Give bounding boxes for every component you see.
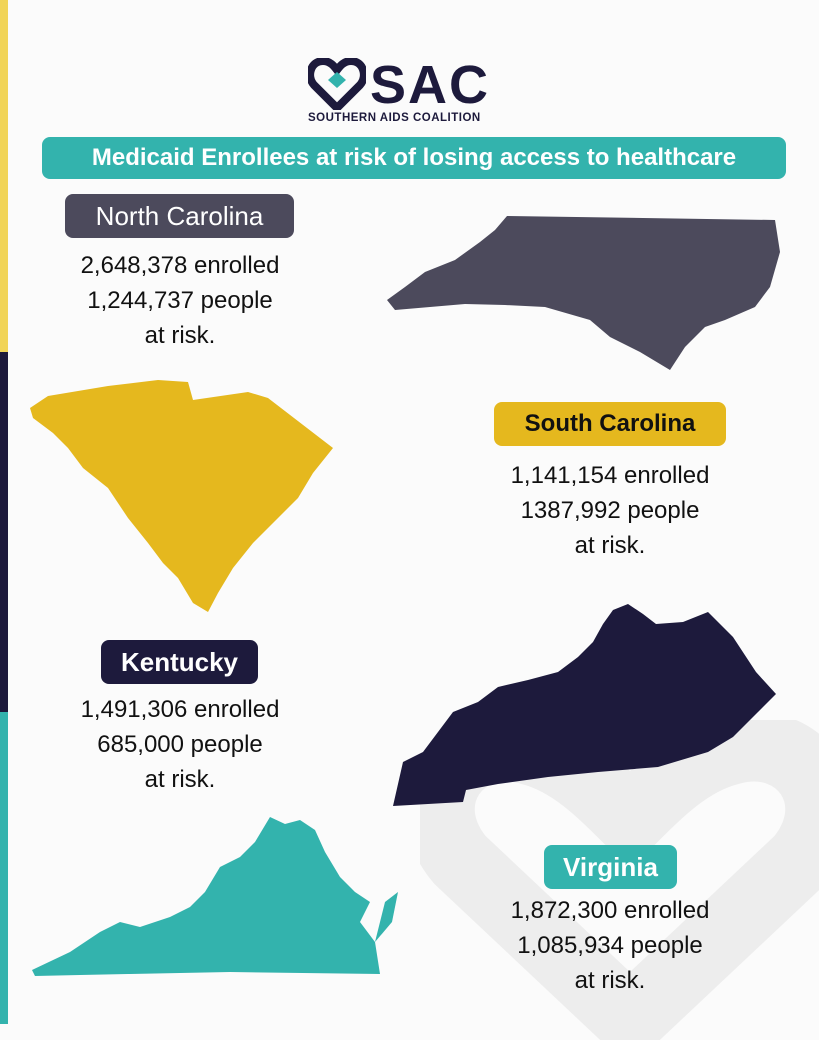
state-label-south-carolina: South Carolina [494, 402, 726, 446]
enrolled-count: 1,872,300 enrolled [510, 897, 710, 924]
sidebar-stripe-navy [0, 352, 8, 712]
logo-text: SAC [370, 55, 491, 115]
sidebar-stripe-yellow [0, 0, 8, 352]
at-risk-count: 685,000 people [97, 731, 263, 758]
stats-kentucky: 1,491,306 enrolled 685,000 people at ris… [40, 692, 320, 797]
state-label-virginia: Virginia [544, 845, 677, 889]
sac-logo: SAC SOUTHERN AIDS COALITION [300, 50, 530, 130]
at-risk-suffix: at risk. [574, 532, 646, 559]
at-risk-count: 1,244,737 people [87, 287, 273, 314]
state-label-kentucky: Kentucky [101, 640, 258, 684]
north-carolina-map [387, 216, 780, 370]
heart-ribbon-icon [308, 58, 366, 110]
kentucky-map [393, 604, 776, 806]
stats-south-carolina: 1,141,154 enrolled 1387,992 people at ri… [470, 458, 750, 563]
at-risk-suffix: at risk. [144, 322, 216, 349]
enrolled-count: 1,141,154 enrolled [510, 462, 710, 489]
sidebar-stripe-teal [0, 712, 8, 1024]
headline-banner: Medicaid Enrollees at risk of losing acc… [42, 137, 786, 179]
stats-virginia: 1,872,300 enrolled 1,085,934 people at r… [470, 893, 750, 998]
enrolled-count: 1,491,306 enrolled [80, 696, 280, 723]
at-risk-suffix: at risk. [574, 967, 646, 994]
enrolled-count: 2,648,378 enrolled [80, 252, 280, 279]
logo-subtitle: SOUTHERN AIDS COALITION [308, 112, 481, 124]
at-risk-count: 1,085,934 people [517, 932, 703, 959]
stats-north-carolina: 2,648,378 enrolled 1,244,737 people at r… [40, 248, 320, 353]
at-risk-count: 1387,992 people [520, 497, 700, 524]
south-carolina-map [30, 380, 333, 612]
at-risk-suffix: at risk. [144, 766, 216, 793]
virginia-map [32, 817, 398, 976]
state-label-north-carolina: North Carolina [65, 194, 294, 238]
